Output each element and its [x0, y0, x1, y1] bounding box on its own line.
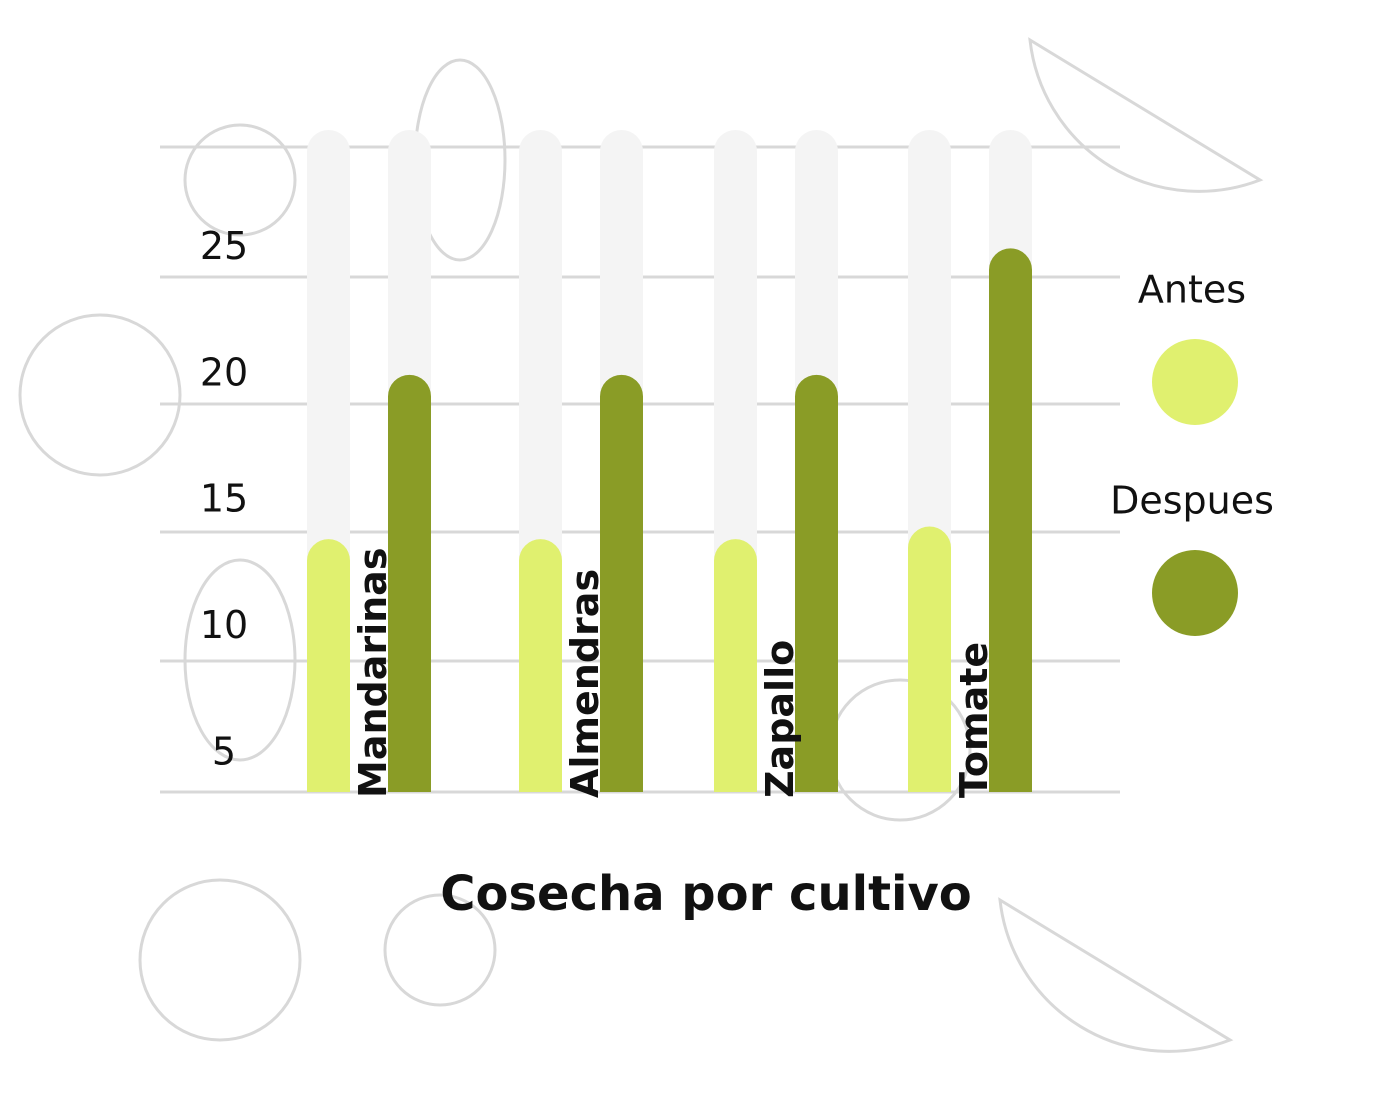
chart: Cosecha por cultivo 5 10 15 20 25 Mandarinas A…: [0, 0, 1393, 1111]
legend-swatch: [1152, 339, 1238, 425]
x-tick-label: Zapallo: [758, 640, 802, 798]
y-tick-label: 20: [200, 350, 248, 394]
legend-label: Antes: [1138, 268, 1246, 312]
x-tick-label: Tomate: [952, 642, 996, 798]
chart-title: Cosecha por cultivo: [440, 866, 972, 922]
legend-label: Despues: [1110, 479, 1274, 523]
legend-swatch: [1152, 550, 1238, 636]
y-tick-label: 10: [200, 603, 248, 647]
y-tick-label: 15: [200, 477, 248, 521]
bar: [714, 539, 757, 792]
bar: [307, 539, 350, 792]
y-tick-label: 5: [212, 730, 236, 774]
x-tick-label: Mandarinas: [351, 548, 395, 798]
y-tick-label: 25: [200, 224, 248, 268]
bar: [519, 539, 562, 792]
bar: [908, 527, 951, 792]
x-tick-label: Almendras: [563, 569, 607, 798]
